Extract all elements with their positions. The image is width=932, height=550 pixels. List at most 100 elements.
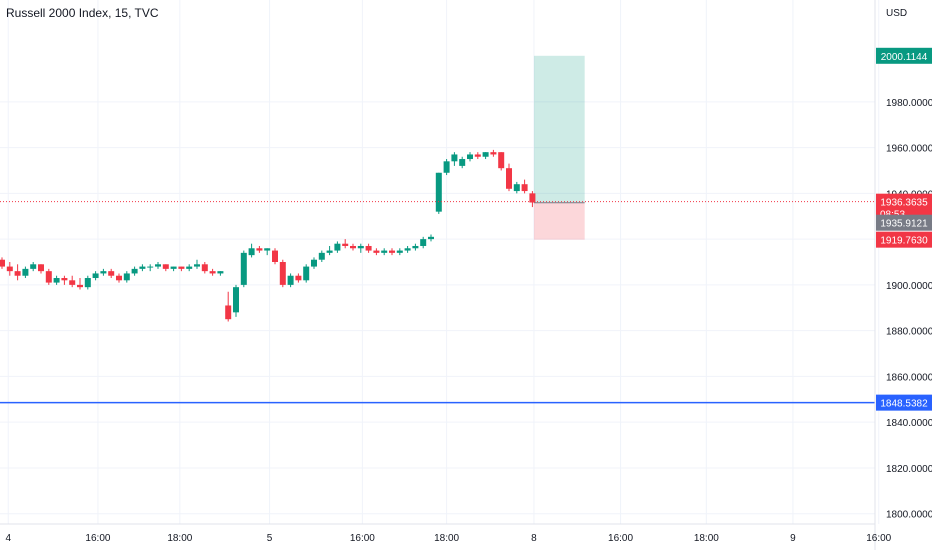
candle-body (77, 284, 83, 288)
candle (373, 248, 380, 256)
candle-body (108, 271, 115, 276)
candle-body (92, 273, 99, 279)
candle (490, 149, 497, 157)
candle (279, 259, 286, 288)
candle (116, 273, 122, 283)
price-labels: 1848.53822000.11441936.363508:531935.912… (876, 47, 932, 411)
candle (131, 266, 138, 276)
candle (412, 243, 419, 251)
candle-body (303, 266, 310, 281)
candle (240, 250, 247, 288)
x-tick-label: 16:00 (608, 533, 633, 544)
candle-body (201, 264, 208, 272)
candle-body (0, 259, 5, 267)
candle-body (84, 278, 91, 288)
candle (84, 275, 91, 290)
x-tick-label: 16:00 (85, 533, 110, 544)
horizontal-lines[interactable] (0, 201, 875, 404)
candle-body (521, 184, 528, 192)
candle-body (186, 266, 193, 269)
candle (217, 271, 224, 276)
candle-body (381, 250, 388, 253)
candle-body (420, 239, 427, 246)
candle (474, 152, 481, 160)
x-tick-label: 18:00 (167, 533, 192, 544)
candle-body (217, 271, 224, 274)
candle (272, 248, 278, 265)
candle-body (318, 252, 325, 260)
candle (53, 275, 60, 285)
candle-body (451, 154, 458, 162)
candle (108, 268, 115, 279)
candle (529, 191, 536, 208)
candle (77, 278, 83, 290)
price-label: 1919.7630 (880, 236, 928, 247)
candle-body (389, 250, 395, 253)
currency-label: USD (886, 8, 907, 19)
candle-body (506, 168, 512, 189)
candle (318, 250, 325, 262)
candle (365, 243, 372, 253)
price-label: 1936.3635 (880, 198, 928, 209)
candle-body (428, 236, 434, 240)
candle (92, 271, 99, 281)
candle (435, 172, 442, 214)
candle-body (38, 264, 44, 272)
candle (443, 159, 450, 176)
candle-body (100, 271, 107, 274)
candle (467, 152, 473, 162)
candle (459, 156, 466, 169)
candle (6, 262, 13, 276)
candle-body (147, 266, 154, 268)
candle-body (178, 266, 185, 269)
candle-body (170, 266, 177, 269)
candle (147, 264, 154, 272)
candle (178, 266, 185, 272)
candle-body (326, 250, 333, 253)
candle (303, 264, 310, 283)
candle (506, 163, 512, 192)
candle-body (357, 245, 364, 249)
candle (295, 273, 302, 283)
candle (334, 241, 341, 253)
candle-body (272, 250, 278, 262)
candle (396, 248, 403, 256)
x-tick-label: 9 (790, 533, 796, 544)
candle-body (14, 271, 21, 276)
candle-body (443, 161, 450, 173)
line-price-label-bg (876, 394, 932, 411)
candle-body (482, 152, 489, 157)
candle-body (435, 172, 442, 212)
candle-body (139, 266, 146, 269)
y-tick-label: 1820.0000 (886, 464, 932, 475)
price-axis[interactable]: 1800.0000 1820.0000 1840.0000 1860.0000 1880… (874, 0, 932, 550)
candle (30, 262, 37, 272)
candle-body (311, 259, 317, 267)
candle (357, 243, 364, 253)
y-tick-label: 1840.0000 (886, 418, 932, 429)
x-tick-label: 16:00 (350, 533, 375, 544)
position-tool[interactable] (533, 55, 585, 240)
y-tick-label: 1960.0000 (886, 144, 932, 155)
candle-body (490, 152, 497, 155)
candle-body (256, 248, 263, 251)
candle-body (194, 264, 200, 267)
candle (38, 264, 44, 274)
time-axis[interactable]: 4 16:00 18:00 5 16:00 18:00 8 16:00 18:00 9 16:00 (0, 523, 892, 544)
candle (256, 245, 263, 253)
x-tick-label: 4 (5, 533, 11, 544)
grid (0, 0, 880, 524)
candle (225, 291, 232, 322)
candle (22, 266, 29, 279)
x-tick-label: 16:00 (866, 533, 891, 544)
candle-body (131, 268, 138, 274)
candle (287, 273, 294, 288)
candle-body (61, 278, 68, 281)
candle-body (334, 243, 341, 251)
candle-body (22, 268, 29, 276)
y-tick-label: 1900.0000 (886, 281, 932, 292)
candle (521, 179, 528, 194)
loss-zone (533, 202, 585, 240)
candle-body (53, 278, 60, 283)
